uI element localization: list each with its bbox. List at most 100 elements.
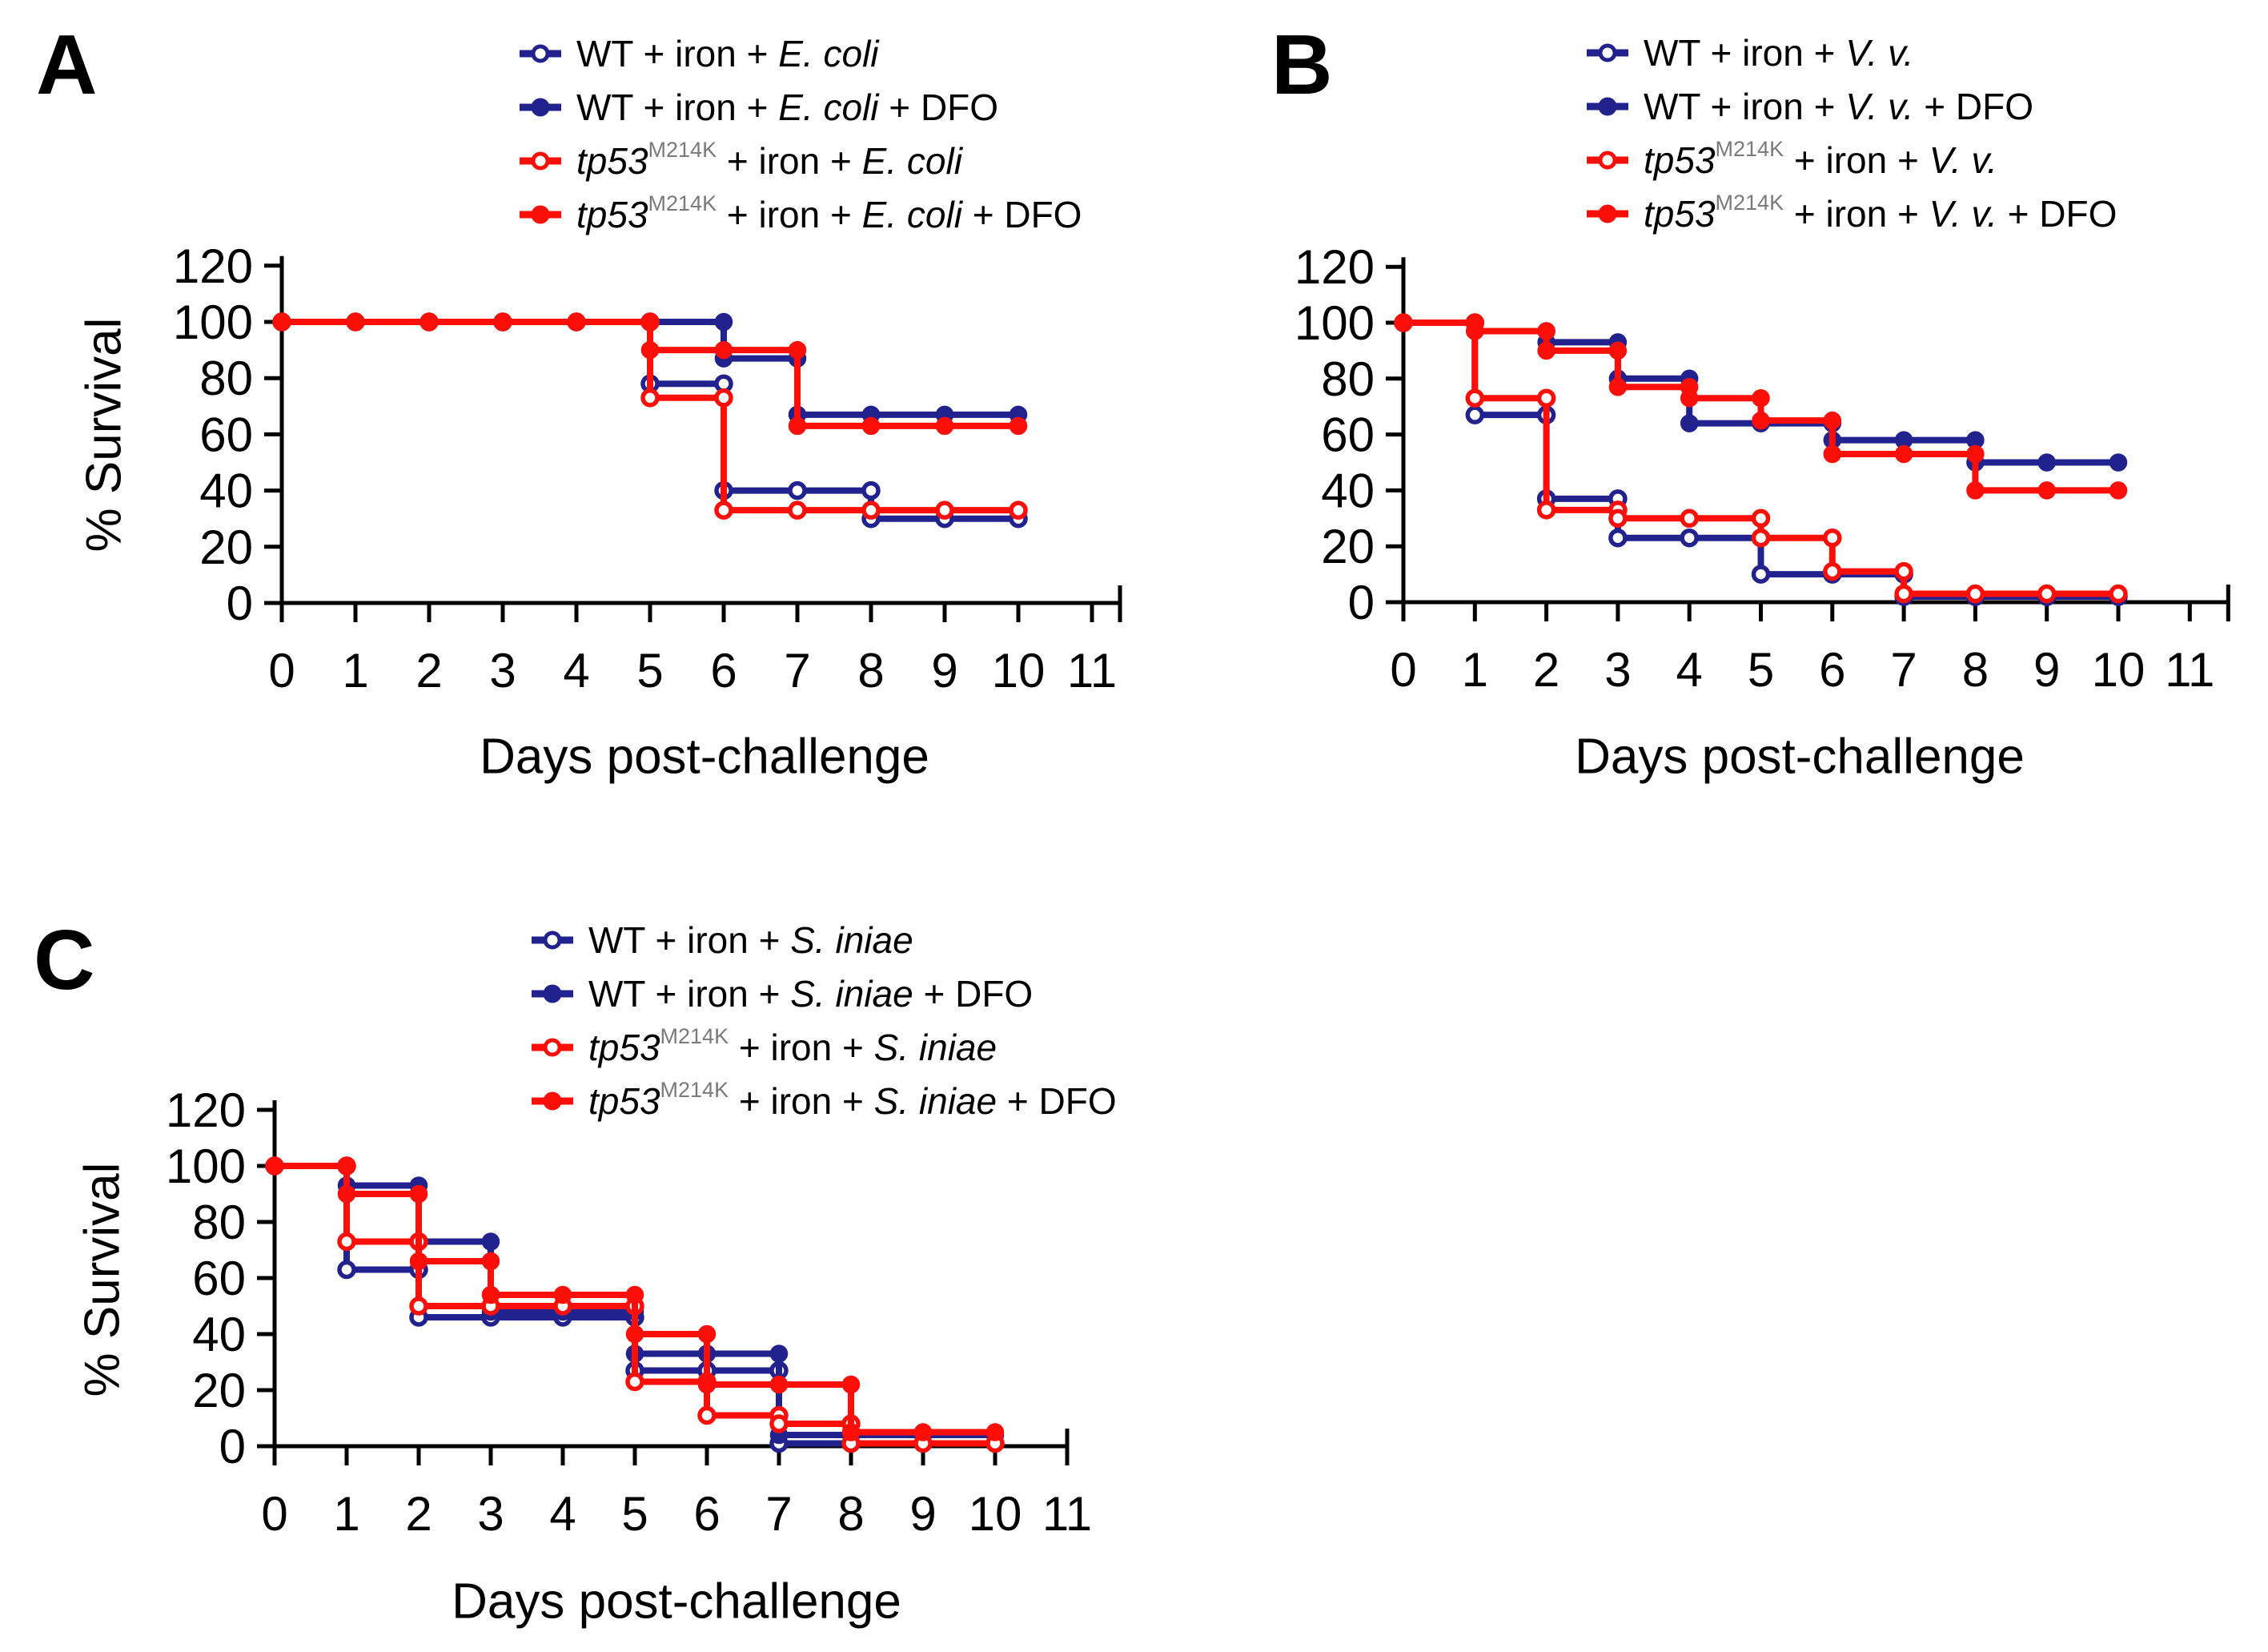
filled-circle-marker-icon (2109, 453, 2128, 472)
filled-circle-marker-icon (520, 205, 561, 223)
x-tick-label: 5 (1748, 643, 1774, 697)
open-circle-marker-icon (1465, 388, 1485, 408)
filled-circle-marker-icon (640, 312, 660, 332)
legend-item: tp53M214K + iron + V. v. + DFO (1586, 187, 2117, 240)
filled-circle-marker-icon (532, 1091, 573, 1110)
open-circle-marker-icon (714, 388, 733, 408)
x-tick-label: 2 (405, 1487, 432, 1541)
x-tick-label: 10 (969, 1487, 1022, 1541)
open-circle-marker-icon (1608, 508, 1628, 529)
x-tick-label: 1 (333, 1487, 359, 1541)
open-circle-marker-icon (1751, 508, 1771, 529)
x-tick-label: 8 (857, 644, 884, 697)
x-tick-label: 4 (549, 1487, 576, 1541)
filled-circle-marker-icon (409, 1184, 428, 1204)
filled-circle-marker-icon (1587, 97, 1628, 115)
legend-label: WT + iron + V. v. (1644, 31, 1914, 74)
legend-item: WT + iron + S. iniae + DFO (531, 967, 1117, 1020)
legend-label: tp53M214K + iron + S. iniae + DFO (588, 1078, 1117, 1122)
legend-item: WT + iron + E. coli + DFO (519, 80, 1082, 134)
x-tick-label: 5 (636, 644, 663, 697)
open-circle-marker-icon (697, 1405, 717, 1425)
legend-item: tp53M214K + iron + E. coli + DFO (519, 187, 1082, 241)
x-tick-label: 9 (2033, 643, 2060, 697)
y-tick-label: 20 (192, 1364, 246, 1417)
x-tick-label: 1 (1462, 643, 1488, 697)
filled-circle-marker-icon (697, 1375, 717, 1394)
filled-circle-marker-icon (913, 1423, 933, 1441)
x-tick-label: 6 (710, 644, 737, 697)
y-tick-label: 40 (199, 464, 253, 518)
filled-circle-marker-icon (532, 984, 573, 1003)
filled-circle-marker-icon (985, 1423, 1005, 1441)
panel-letter-A: A (36, 18, 98, 112)
filled-circle-marker-icon (272, 312, 291, 332)
x-tick-label: 3 (477, 1487, 504, 1541)
legend-item: tp53M214K + iron + V. v. (1586, 133, 2117, 187)
filled-circle-marker-icon (1966, 481, 1985, 500)
open-circle-marker-icon (861, 500, 881, 520)
filled-circle-marker-icon (1587, 204, 1628, 223)
y-tick-label: 60 (199, 408, 253, 461)
filled-circle-marker-icon (481, 1232, 500, 1251)
open-circle-marker-icon (861, 480, 881, 500)
x-tick-label: 11 (1042, 1487, 1092, 1541)
filled-circle-marker-icon (769, 1375, 789, 1394)
y-tick-label: 120 (173, 239, 253, 293)
y-tick-label: 20 (1321, 520, 1375, 573)
y-tick-label: 100 (173, 295, 253, 349)
legend-label: WT + iron + E. coli (576, 32, 879, 74)
open-circle-marker-icon (2037, 584, 2057, 604)
filled-circle-marker-icon (1608, 378, 1628, 396)
filled-circle-marker-icon (553, 1285, 572, 1304)
y-tick-label: 60 (1321, 408, 1375, 462)
legend-item: WT + iron + V. v. (1586, 26, 2117, 79)
x-axis-title-C: Days post-challenge (452, 1574, 901, 1630)
filled-circle-marker-icon (337, 1156, 356, 1176)
open-circle-marker-icon (520, 151, 561, 170)
y-axis-title-C: % Survival (74, 1162, 130, 1397)
y-tick-label: 60 (192, 1252, 246, 1305)
open-circle-marker-icon (532, 931, 573, 949)
open-circle-marker-icon (1608, 528, 1628, 548)
x-tick-label: 3 (489, 644, 516, 697)
filled-circle-marker-icon (861, 416, 881, 436)
y-tick-label: 100 (166, 1140, 246, 1193)
filled-circle-marker-icon (1537, 341, 1555, 360)
filled-circle-marker-icon (714, 340, 733, 360)
filled-circle-marker-icon (1752, 388, 1770, 408)
open-circle-marker-icon (1465, 405, 1485, 424)
filled-circle-marker-icon (1466, 322, 1484, 340)
y-tick-label: 40 (192, 1308, 246, 1361)
legend-label: WT + iron + S. iniae + DFO (588, 972, 1034, 1015)
filled-circle-marker-icon (935, 416, 954, 436)
x-tick-label: 7 (1890, 643, 1917, 697)
legend-item: tp53M214K + iron + S. iniae (531, 1020, 1117, 1074)
y-tick-label: 0 (1348, 576, 1375, 629)
open-circle-marker-icon (1536, 388, 1556, 408)
legend-item: tp53M214K + iron + S. iniae + DFO (531, 1074, 1117, 1127)
open-circle-marker-icon (788, 480, 807, 500)
x-tick-label: 7 (784, 644, 810, 697)
legend-label: WT + iron + S. iniae (588, 918, 913, 961)
x-tick-label: 11 (1067, 644, 1117, 697)
x-tick-label: 5 (621, 1487, 648, 1541)
open-circle-marker-icon (1587, 43, 1628, 62)
open-circle-marker-icon (1751, 565, 1771, 584)
filled-circle-marker-icon (697, 1324, 717, 1344)
open-circle-marker-icon (520, 44, 561, 62)
open-circle-marker-icon (1009, 500, 1028, 520)
y-tick-label: 100 (1295, 296, 1375, 350)
filled-circle-marker-icon (2037, 453, 2056, 472)
open-circle-marker-icon (337, 1260, 356, 1280)
filled-circle-marker-icon (1823, 411, 1842, 430)
open-circle-marker-icon (1536, 500, 1556, 520)
filled-circle-marker-icon (841, 1375, 861, 1394)
y-tick-label: 20 (199, 521, 253, 574)
x-tick-label: 11 (2165, 643, 2214, 697)
filled-circle-marker-icon (1680, 414, 1699, 432)
filled-circle-marker-icon (419, 312, 439, 332)
open-circle-marker-icon (1965, 584, 1985, 604)
open-circle-marker-icon (788, 500, 807, 520)
